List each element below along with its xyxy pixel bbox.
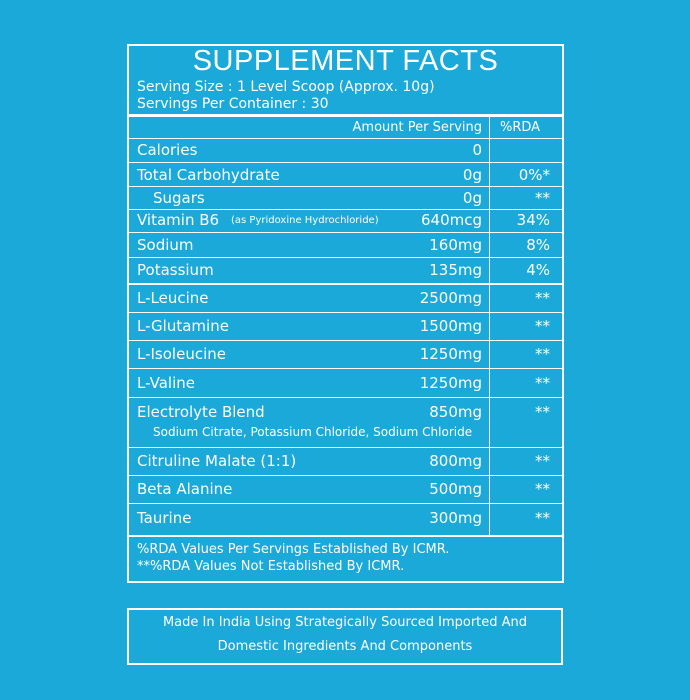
- rule: [127, 162, 564, 163]
- title: SUPPLEMENT FACTS: [192, 45, 499, 77]
- rule: [127, 138, 564, 139]
- amount: 135mg: [429, 261, 482, 279]
- nutrient-sub: Sodium Citrate, Potassium Chloride, Sodi…: [153, 425, 473, 439]
- rule: [127, 535, 564, 537]
- nutrient-name: Vitamin B6: [137, 211, 220, 229]
- nutrient-name: L-Leucine: [137, 289, 209, 307]
- rda: **: [535, 403, 550, 421]
- footnote: **%RDA Values Not Established By ICMR.: [137, 559, 405, 574]
- rda: 8%: [526, 236, 550, 254]
- amount: 160mg: [429, 236, 482, 254]
- rule: [127, 397, 564, 398]
- servings-per-container: Servings Per Container : 30: [137, 96, 329, 112]
- rda: **: [535, 480, 550, 498]
- nutrient-name: L-Valine: [137, 374, 195, 392]
- rule: [127, 257, 564, 258]
- rda-header: %RDA: [500, 120, 541, 135]
- nutrient-name: Sodium: [137, 236, 194, 254]
- amount: 300mg: [429, 509, 482, 527]
- rda: **: [535, 317, 550, 335]
- rule: [127, 114, 564, 117]
- amount: 2500mg: [419, 289, 482, 307]
- rule: [127, 283, 564, 285]
- nutrient-name: Beta Alanine: [137, 480, 233, 498]
- rule: [127, 209, 564, 210]
- amount: 0: [472, 141, 482, 159]
- nutrient-note: (as Pyridoxine Hydrochloride): [231, 215, 379, 226]
- amount: 640mcg: [420, 211, 482, 229]
- nutrient-name: Taurine: [137, 509, 192, 527]
- rda: **: [535, 345, 550, 363]
- nutrient-name: L-Glutamine: [137, 317, 229, 335]
- nutrient-name: Electrolyte Blend: [137, 403, 265, 421]
- rule: [127, 503, 564, 504]
- nutrient-name: Sugars: [153, 189, 205, 207]
- facts-box: [127, 44, 564, 583]
- rule: [127, 232, 564, 233]
- amount: 1250mg: [419, 374, 482, 392]
- footnote: %RDA Values Per Servings Established By …: [137, 542, 450, 557]
- serving-size: Serving Size : 1 Level Scoop (Approx. 10…: [137, 79, 435, 95]
- amount: 0g: [462, 166, 482, 184]
- amount: 850mg: [429, 403, 482, 421]
- rda: 0%*: [518, 166, 550, 184]
- rda: 34%: [516, 211, 550, 229]
- rda: **: [535, 374, 550, 392]
- origin-text: Made In India Using Strategically Source…: [162, 615, 528, 630]
- rule: [127, 186, 564, 187]
- amount: 800mg: [429, 452, 482, 470]
- nutrient-name: Total Carbohydrate: [137, 166, 280, 184]
- amount: 1250mg: [419, 345, 482, 363]
- amount: 500mg: [429, 480, 482, 498]
- rule: [127, 368, 564, 369]
- nutrient-name: Citruline Malate (1:1): [137, 452, 297, 470]
- nutrient-name: Calories: [137, 141, 198, 159]
- rda: **: [535, 452, 550, 470]
- rule: [127, 312, 564, 313]
- rule: [127, 475, 564, 476]
- amount: 0g: [462, 189, 482, 207]
- rda: 4%: [526, 261, 550, 279]
- rule: [127, 340, 564, 341]
- amount-header: Amount Per Serving: [352, 120, 482, 135]
- amount: 1500mg: [419, 317, 482, 335]
- column-rule: [489, 116, 490, 535]
- rule: [127, 447, 564, 448]
- origin-box: [127, 608, 563, 665]
- nutrient-name: Potassium: [137, 261, 214, 279]
- rda: **: [535, 189, 550, 207]
- rda: **: [535, 509, 550, 527]
- origin-text: Domestic Ingredients And Components: [217, 639, 473, 654]
- nutrient-name: L-Isoleucine: [137, 345, 226, 363]
- rda: **: [535, 289, 550, 307]
